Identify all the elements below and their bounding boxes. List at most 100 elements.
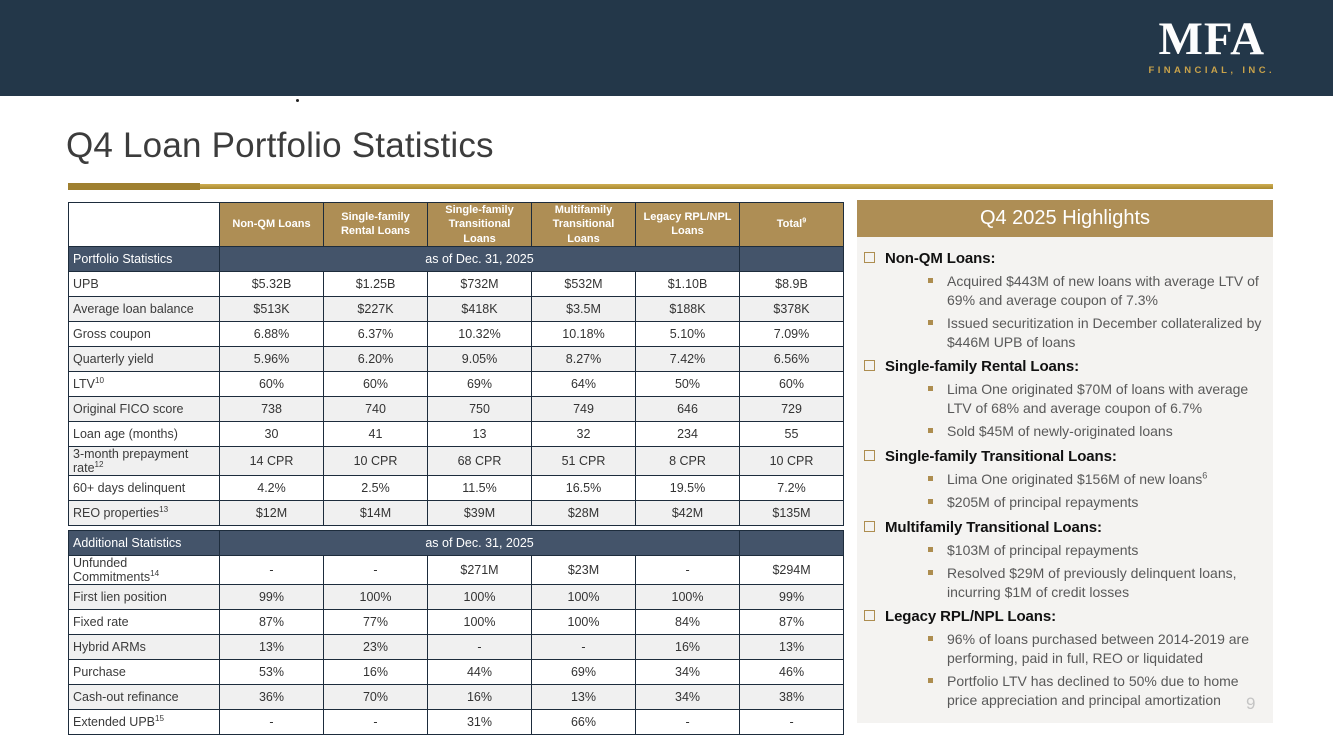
- table-row: Extended UPB15- -31% 66% - -: [68, 709, 845, 735]
- value-cell: 99%: [219, 584, 324, 610]
- table-row: Loan age (months) 30 41 13 32 234 55: [68, 420, 844, 447]
- logo-subtitle: FINANCIAL, INC.: [1148, 65, 1275, 76]
- value-cell: $28M: [531, 499, 636, 526]
- small-square-bullet-icon: [928, 428, 933, 433]
- row-label: Original FICO score: [68, 395, 220, 422]
- value-cell: $294M: [739, 555, 845, 585]
- highlight-item-text: $205M of principal repayments: [947, 494, 1139, 510]
- highlight-heading-row: Non-QM Loans:: [863, 250, 1265, 267]
- value-cell: 6.20%: [323, 345, 428, 372]
- value-cell: $1.25B: [323, 270, 428, 297]
- page-number: 9: [1246, 694, 1256, 713]
- value-cell: $8.9B: [739, 270, 844, 297]
- column-header: Non-QM Loans: [219, 202, 324, 247]
- highlight-heading-row: Single-family Rental Loans:: [863, 358, 1265, 375]
- row-label: Quarterly yield: [68, 345, 220, 372]
- value-cell: 8 CPR: [635, 445, 740, 476]
- row-label: 3-month prepayment rate12: [68, 445, 220, 476]
- highlight-item-text: 96% of loans purchased between 2014-2019…: [947, 631, 1249, 666]
- row-label: Unfunded Commitments14: [68, 555, 220, 585]
- value-cell: -: [634, 555, 741, 585]
- value-cell: 7.09%: [739, 320, 844, 347]
- table-row: First lien position 99% 100% 100% 100% 100% 99…: [68, 584, 845, 610]
- row-label: Cash-out refinance: [68, 684, 220, 710]
- row-label: Hybrid ARMs: [68, 634, 220, 660]
- highlight-item-text: Issued securitization in December collat…: [947, 315, 1262, 350]
- column-header: Single-family Rental Loans: [323, 202, 428, 247]
- value-cell: $42M: [635, 499, 740, 526]
- value-cell: 69%: [427, 370, 532, 397]
- value-cell: 100%: [634, 584, 741, 610]
- table-corner: [68, 202, 220, 247]
- highlights-body: Non-QM Loans: Acquired $443M of new loans…: [857, 237, 1273, 723]
- table1-table: Non-QM Loans Single-family Rental Loans Si…: [68, 202, 844, 526]
- value-cell: 10.18%: [531, 320, 636, 347]
- as-of-date: as of Dec. 31, 2025: [218, 530, 741, 556]
- value-cell: 60%: [323, 370, 428, 397]
- value-cell: $732M: [427, 270, 532, 297]
- highlight-item: Issued securitization in December collat…: [863, 314, 1265, 351]
- value-cell: $14M: [323, 499, 428, 526]
- column-header: Multifamily Transitional Loans: [531, 202, 636, 247]
- column-header: Legacy RPL/NPL Loans: [635, 202, 740, 247]
- small-square-bullet-icon: [928, 320, 933, 325]
- value-cell: 100%: [531, 609, 636, 635]
- value-cell: 10.32%: [427, 320, 532, 347]
- value-cell: 23%: [323, 634, 428, 660]
- value-cell: 100%: [427, 609, 532, 635]
- table-row: Purchase 53% 16% 44% 69% 34% 46%: [68, 659, 845, 685]
- value-cell: 7.2%: [739, 474, 844, 501]
- value-cell: $12M: [219, 499, 324, 526]
- value-cell: 9.05%: [427, 345, 532, 372]
- additional-statistics-table-container: Additional Statistics as of Dec. 31, 2025…: [68, 530, 845, 735]
- value-cell: 13%: [219, 634, 324, 660]
- table-row: Fixed rate 87% 77% 100% 100% 84% 87%: [68, 609, 845, 635]
- highlight-item-text: $103M of principal repayments: [947, 541, 1139, 558]
- small-square-bullet-icon: [928, 636, 933, 641]
- table-row: Original FICO score 738 740 750 749 646 729: [68, 395, 844, 422]
- title-underline: [68, 183, 1273, 190]
- value-cell: 7.42%: [635, 345, 740, 372]
- row-label: Loan age (months): [68, 420, 220, 447]
- value-cell: $3.5M: [531, 295, 636, 322]
- value-cell: -: [219, 709, 324, 735]
- value-cell: 5.10%: [635, 320, 740, 347]
- value-cell: 84%: [634, 609, 741, 635]
- highlight-heading: Legacy RPL/NPL Loans:: [885, 608, 1056, 625]
- small-square-bullet-icon: [928, 570, 933, 575]
- value-cell: 16%: [427, 684, 532, 710]
- highlight-heading: Non-QM Loans:: [885, 250, 996, 267]
- value-cell: 100%: [427, 584, 532, 610]
- highlight-item: Lima One originated $70M of loans with a…: [863, 380, 1265, 417]
- highlight-item: Lima One originated $156M of new loans6: [863, 470, 1265, 489]
- value-cell: 738: [219, 395, 324, 422]
- value-cell: 14 CPR: [219, 445, 324, 476]
- value-cell: 68 CPR: [427, 445, 532, 476]
- value-cell: -: [739, 709, 845, 735]
- value-cell: $227K: [323, 295, 428, 322]
- value-cell: 5.96%: [219, 345, 324, 372]
- as-of-date: as of Dec. 31, 2025: [219, 245, 740, 272]
- value-cell: 46%: [739, 659, 845, 685]
- highlight-group: Legacy RPL/NPL Loans: 96% of loans purcha…: [863, 608, 1265, 709]
- row-label: Purchase: [68, 659, 220, 685]
- hollow-square-bullet-icon: [864, 520, 875, 532]
- value-cell: 16%: [323, 659, 428, 685]
- table-row: 3-month prepayment rate12 14 CPR 10 CPR 68 …: [68, 445, 844, 476]
- value-cell: $135M: [739, 499, 844, 526]
- value-cell: 100%: [323, 584, 428, 610]
- small-square-bullet-icon: [928, 678, 933, 683]
- value-cell: 60%: [739, 370, 844, 397]
- value-cell: 740: [323, 395, 428, 422]
- value-cell: 2.5%: [323, 474, 428, 501]
- value-cell: 34%: [634, 684, 741, 710]
- value-cell: 10 CPR: [323, 445, 428, 476]
- band-empty-cell: [739, 245, 844, 272]
- highlight-item-text: Resolved $29M of previously delinquent l…: [947, 565, 1237, 600]
- table-row: Unfunded Commitments14- - $271M $23M - $294M: [68, 555, 845, 585]
- value-cell: 729: [739, 395, 844, 422]
- highlights-panel: Q4 2025 Highlights Non-QM Loans: Acquired…: [857, 200, 1273, 723]
- table-row: Quarterly yield 5.96% 6.20% 9.05% 8.27% 7.42%…: [68, 345, 844, 372]
- highlight-item: $103M of principal repayments: [863, 541, 1265, 560]
- highlight-group: Single-family Rental Loans: Lima One orig…: [863, 358, 1265, 441]
